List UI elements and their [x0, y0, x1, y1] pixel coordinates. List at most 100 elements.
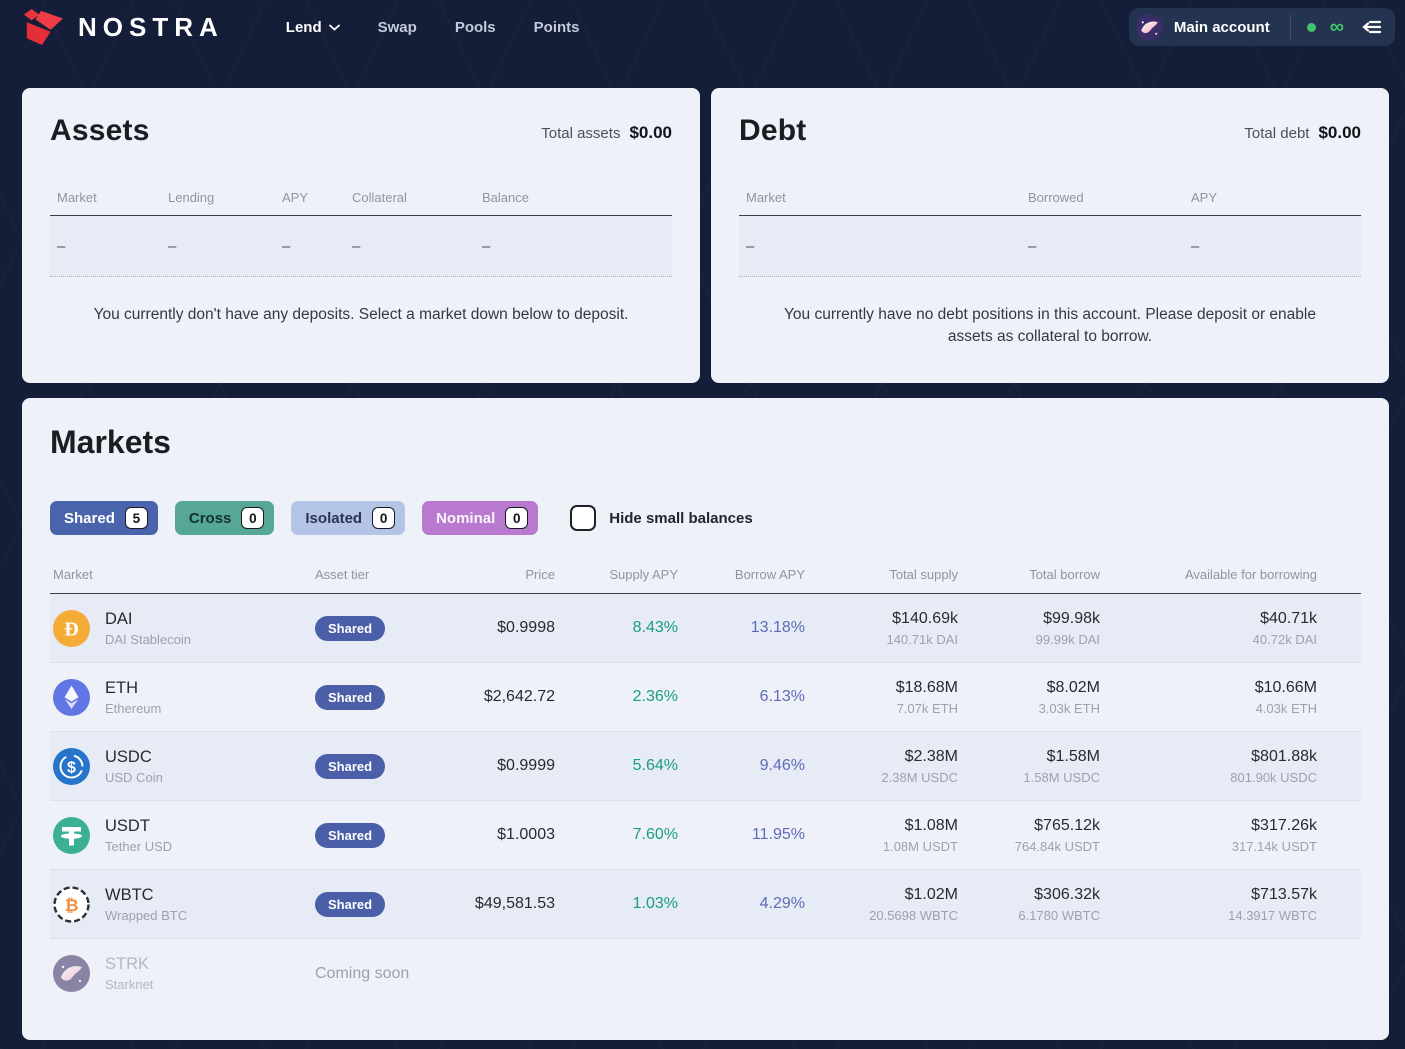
hide-small-balances-checkbox[interactable]	[570, 505, 597, 531]
filter-count-badge: 0	[372, 507, 396, 529]
hide-small-balances-toggle[interactable]: Hide small balances	[570, 505, 753, 531]
total-supply-sub: 140.71k DAI	[886, 631, 958, 647]
coin-name: Tether USD	[105, 838, 173, 854]
supply-apy-value: 2.36%	[632, 688, 678, 705]
available-sub: 14.3917 WBTC	[1228, 907, 1317, 923]
debt-dotted-divider	[739, 276, 1361, 277]
brand-name: NOSTRA	[78, 11, 224, 42]
coin-symbol: WBTC	[105, 885, 154, 904]
borrow-apy-value: 13.18%	[750, 619, 805, 636]
price-value: $49,581.53	[474, 895, 555, 912]
borrow-apy-value: 6.13%	[759, 688, 805, 705]
dai-icon: Ð	[53, 609, 90, 647]
total-supply-sub: 7.07k ETH	[896, 700, 958, 716]
debt-col-market: Market	[746, 190, 786, 205]
total-supply-sub: 1.08M USDT	[882, 838, 958, 854]
assets-table-header: Market Lending APY Collateral Balance	[50, 190, 672, 205]
market-row-eth[interactable]: ETH Ethereum Shared $2,642.72 2.36% 6.13…	[50, 663, 1361, 732]
account-name: Main account	[1173, 18, 1270, 36]
debt-card: Debt Total debt $0.00 Market Borrowed AP…	[711, 88, 1389, 383]
available-value: $10.66M	[1254, 678, 1317, 696]
assets-col-market: Market	[57, 190, 97, 205]
market-row-usdt[interactable]: USDT Tether USD Shared $1.0003 7.60% 11.…	[50, 801, 1361, 870]
assets-col-apy: APY	[282, 190, 309, 205]
assets-col-balance: Balance	[482, 190, 529, 205]
total-borrow-sub: 764.84k USDT	[1014, 838, 1100, 854]
account-avatar	[1135, 13, 1164, 42]
available-value: $317.26k	[1251, 816, 1317, 834]
markets-card: Markets Shared 5 Cross 0 Isolated 0 Nomi…	[22, 398, 1389, 1040]
eth-icon	[53, 678, 90, 716]
debt-empty-row: – – –	[739, 216, 1361, 276]
total-supply-value: $18.68M	[895, 678, 958, 696]
filter-count-badge: 0	[241, 507, 265, 529]
hide-small-balances-label: Hide small balances	[609, 509, 753, 527]
coin-symbol: STRK	[105, 955, 150, 973]
svg-text:Ð: Ð	[64, 618, 78, 640]
total-borrow-sub: 3.03k ETH	[1038, 700, 1100, 716]
chevron-down-icon	[328, 24, 340, 31]
market-row-wbtc[interactable]: ₿ WBTC Wrapped BTC Shared $49,581.53 1.0…	[50, 870, 1361, 939]
nav-item-points[interactable]: Points	[533, 18, 580, 36]
total-debt-label: Total debt	[1244, 125, 1310, 142]
svg-text:$: $	[67, 759, 76, 776]
usdt-icon	[53, 816, 90, 854]
strk-icon	[53, 955, 90, 992]
available-sub: 317.14k USDT	[1231, 838, 1317, 854]
col-market: Market	[53, 567, 93, 582]
market-row-dai[interactable]: Ð DAI DAI Stablecoin Shared $0.9998 8.43…	[50, 594, 1361, 663]
col-borrow-apy: Borrow APY	[734, 567, 805, 582]
coin-name: Starknet	[105, 977, 154, 992]
supply-apy-value: 5.64%	[632, 757, 678, 774]
main-nav: Lend Swap Pools Points	[286, 19, 580, 36]
total-supply-value: $1.02M	[904, 885, 958, 903]
asset-tier-badge: Shared	[315, 753, 386, 779]
filter-button-nominal[interactable]: Nominal 0	[422, 501, 539, 535]
borrow-apy-value: 9.46%	[759, 757, 805, 774]
total-supply-sub: 20.5698 WBTC	[869, 907, 958, 923]
nav-item-swap[interactable]: Swap	[377, 18, 417, 36]
coin-symbol: DAI	[105, 609, 133, 628]
total-borrow-sub: 1.58M USDC	[1023, 769, 1100, 785]
account-pill[interactable]: Main account ∞	[1128, 8, 1395, 46]
top-navigation-bar: NOSTRA Lend Swap Pools Points Main account …	[0, 0, 1405, 54]
markets-title: Markets	[50, 424, 171, 460]
nav-item-pools[interactable]: Pools	[454, 18, 496, 36]
col-price: Price	[525, 567, 555, 582]
brand[interactable]: NOSTRA	[22, 8, 224, 46]
available-value: $801.88k	[1251, 747, 1317, 765]
col-total-borrow: Total borrow	[1029, 567, 1100, 582]
filter-button-isolated[interactable]: Isolated 0	[291, 501, 406, 535]
filter-count-badge: 5	[124, 507, 148, 529]
asset-tier-badge: Shared	[315, 822, 386, 848]
asset-tier-badge: Shared	[315, 891, 386, 917]
col-available: Available for borrowing	[1185, 567, 1317, 582]
price-value: $0.9998	[497, 619, 555, 636]
market-row-strk: STRK Starknet Coming soon	[50, 939, 1361, 1008]
filter-button-shared[interactable]: Shared 5	[50, 501, 158, 535]
total-assets-value: $0.00	[629, 123, 672, 142]
wbtc-icon: ₿	[53, 885, 90, 923]
assets-card: Assets Total assets $0.00 Market Lending…	[22, 88, 700, 383]
markets-table-body: Ð DAI DAI Stablecoin Shared $0.9998 8.43…	[50, 594, 1361, 1008]
market-row-usdc[interactable]: $ USDC USD Coin Shared $0.9999 5.64% 9.4…	[50, 732, 1361, 801]
total-borrow-sub: 6.1780 WBTC	[1018, 907, 1100, 923]
nav-item-lend[interactable]: Lend	[286, 19, 340, 36]
total-supply-sub: 2.38M USDC	[881, 769, 958, 785]
disconnect-icon[interactable]	[1361, 17, 1383, 37]
debt-col-apy: APY	[1191, 190, 1218, 205]
assets-title: Assets	[50, 114, 150, 147]
col-asset-tier: Asset tier	[315, 567, 370, 582]
total-borrow-value: $8.02M	[1046, 678, 1100, 696]
total-borrow-sub: 99.99k DAI	[1035, 631, 1100, 647]
col-total-supply: Total supply	[889, 567, 958, 582]
coin-name: USD Coin	[105, 769, 163, 785]
total-debt-value: $0.00	[1318, 123, 1361, 142]
assets-col-collateral: Collateral	[352, 190, 407, 205]
total-supply-value: $140.69k	[892, 609, 958, 627]
supply-apy-value: 8.43%	[632, 619, 678, 636]
coin-symbol: ETH	[105, 678, 138, 697]
coming-soon-label: Coming soon	[315, 964, 410, 982]
filter-button-cross[interactable]: Cross 0	[174, 501, 275, 535]
pill-divider	[1289, 14, 1291, 40]
